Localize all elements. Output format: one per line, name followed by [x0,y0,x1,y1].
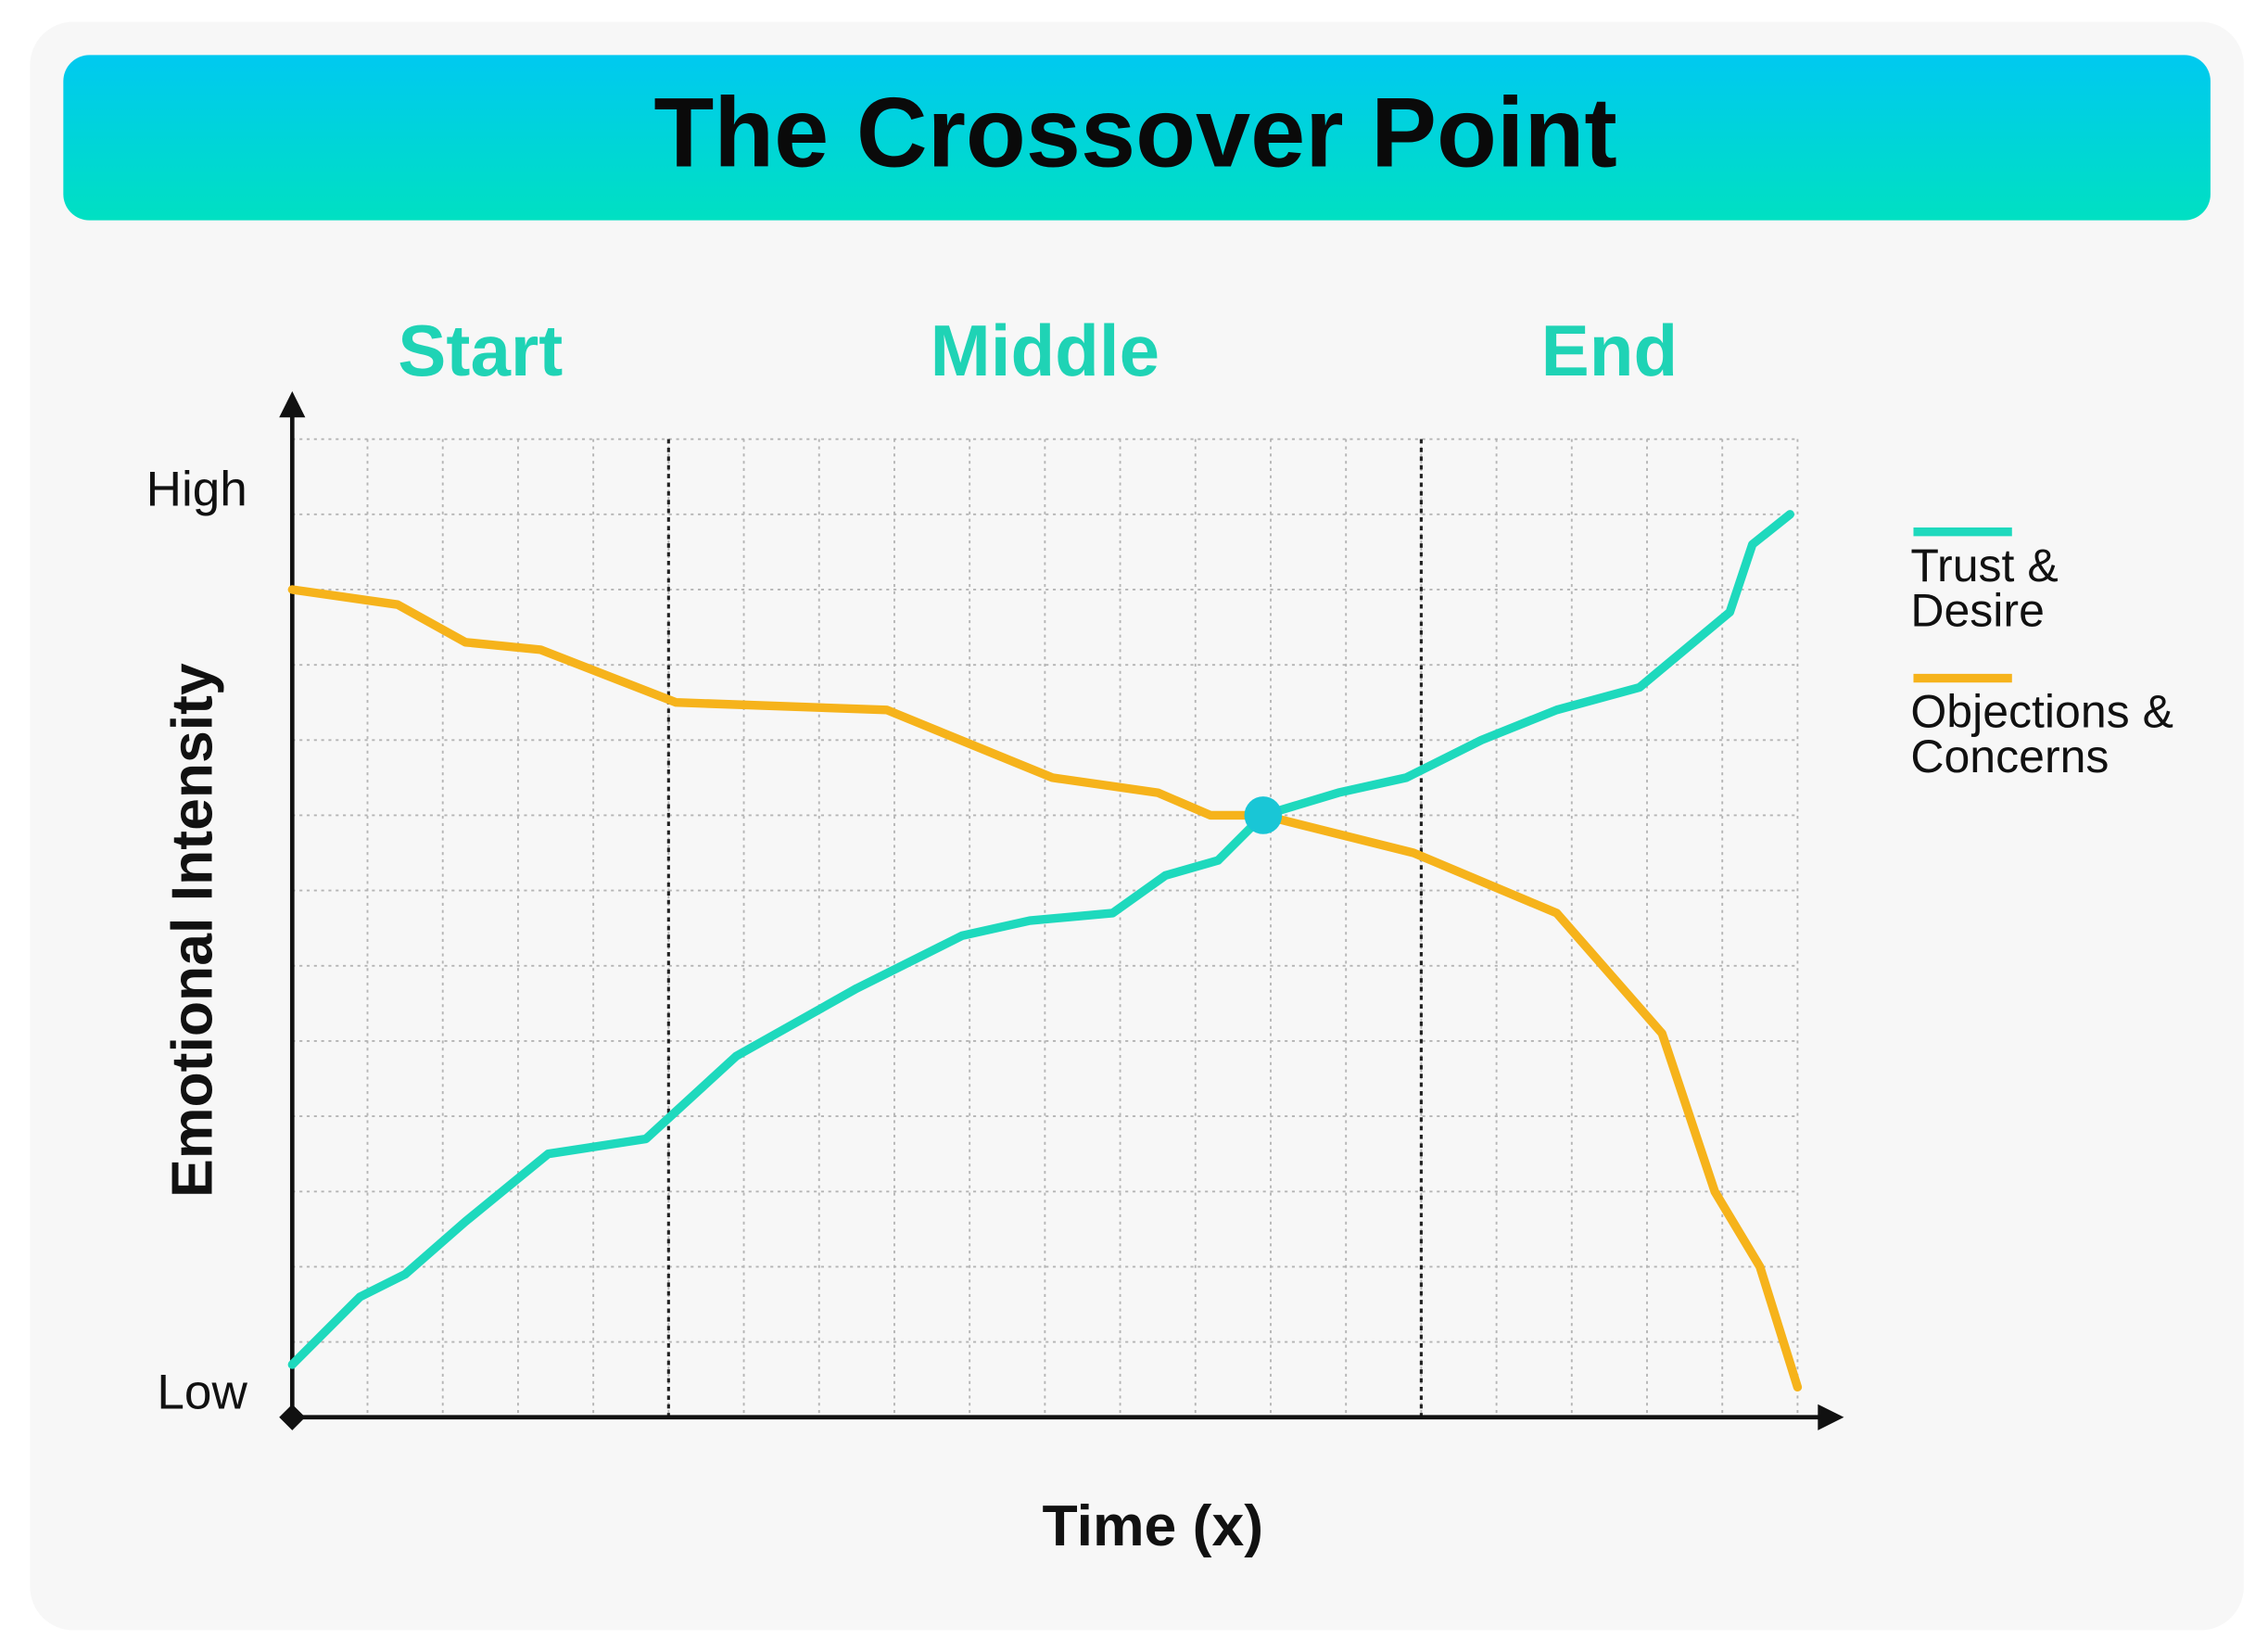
y-axis-label: Emotional Intensity [160,663,225,1198]
section-label: Start [398,310,563,391]
header [63,55,2211,221]
legend-label: Objections & Concerns [1910,690,2173,783]
y-tick-label: High [146,462,247,516]
card [30,21,2244,1631]
x-axis-arrow [1818,1404,1844,1430]
legend-item: Objections & Concerns [1910,690,2173,783]
crossover-point [1244,796,1283,834]
series-line [287,585,1803,1391]
x-axis-label: Time (x) [1043,1493,1264,1558]
y-tick-label: Low [157,1365,247,1419]
legend-label: Trust & Desire [1910,543,2059,637]
section-label: Middle [931,310,1159,391]
origin [279,1404,306,1430]
y-axis-arrow [279,391,306,418]
grid [291,438,1799,1417]
chart-title: The Crossover Point [653,78,1616,188]
series-line [287,510,1795,1369]
lines [287,510,1803,1391]
sections: Start Middle End [398,310,1678,1417]
legend-item: Trust & Desire [1910,543,2059,637]
section-label: End [1541,310,1679,391]
axes: High Low [146,391,1844,1430]
legend: Trust & Desire Objections & Concerns [1910,527,2173,783]
